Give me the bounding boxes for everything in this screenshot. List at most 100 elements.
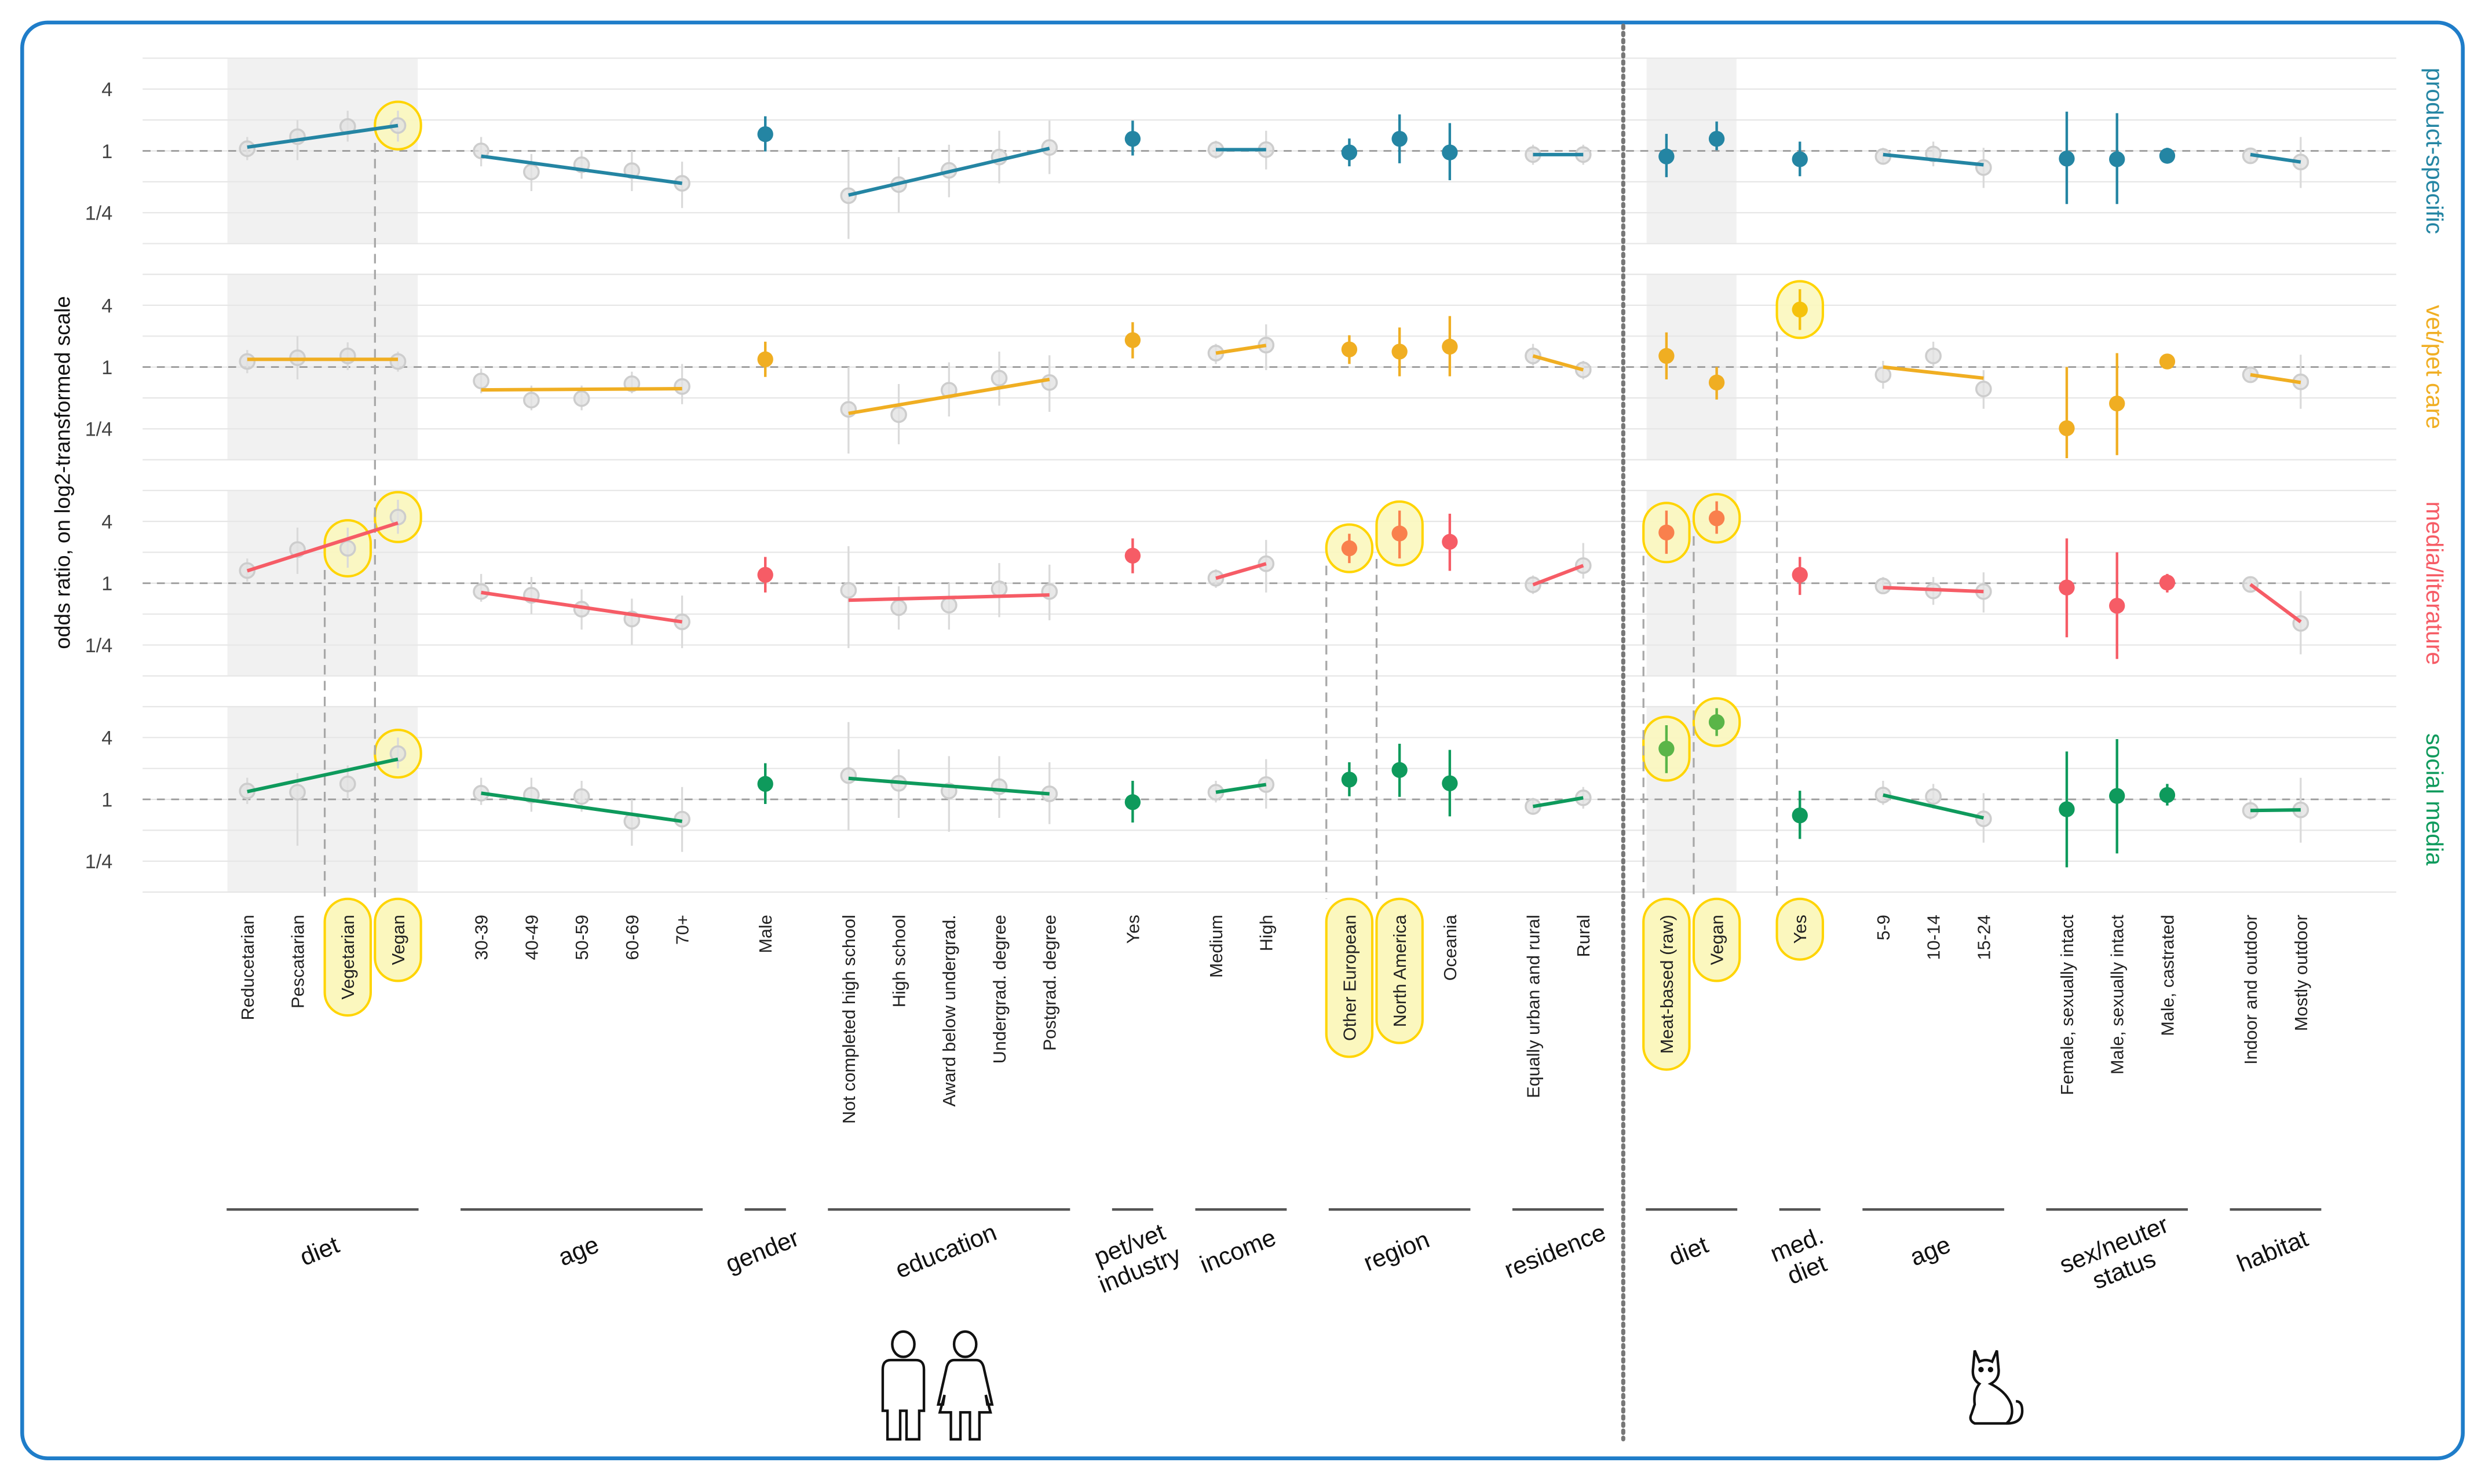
data-point — [2159, 787, 2176, 803]
trend-line — [848, 147, 1050, 197]
data-point-insignificant — [473, 142, 490, 159]
x-tick-label: 50-59 — [572, 915, 592, 960]
x-tick-label: 60-69 — [623, 915, 642, 960]
data-point-insignificant — [523, 163, 540, 181]
x-tick-label: Meat-based (raw) — [1657, 915, 1677, 1054]
y-tick-label: 1 — [101, 141, 112, 163]
trend-line — [848, 378, 1050, 415]
data-point-insignificant — [389, 353, 407, 370]
data-point-insignificant — [991, 580, 1008, 597]
trend-line — [2250, 373, 2301, 385]
highlight-layer — [323, 100, 1824, 1071]
data-point — [1442, 775, 1458, 791]
data-point-insignificant — [523, 392, 540, 409]
y-tick-label: 1 — [101, 357, 112, 379]
data-point — [1341, 341, 1358, 357]
data-point — [2109, 395, 2125, 412]
highlight-label-marker — [1775, 897, 1824, 961]
data-point-insignificant — [940, 597, 958, 614]
data-point — [2109, 788, 2125, 804]
data-point — [2059, 801, 2075, 817]
x-tick-label: Medium — [1207, 915, 1226, 978]
x-tick-label: Male — [756, 915, 776, 953]
trend-line — [2250, 152, 2301, 164]
panel-label: social media — [2421, 733, 2448, 865]
data-point-insignificant — [1975, 810, 1992, 828]
y-tick-label: 4 — [101, 728, 112, 750]
trend-line — [1532, 564, 1584, 587]
data-point — [1124, 547, 1141, 564]
data-point — [2109, 598, 2125, 614]
data-point-insignificant — [289, 784, 306, 801]
highlight-label-marker — [1375, 897, 1424, 1044]
trend-line — [1532, 354, 1584, 372]
x-tick-label: 70+ — [673, 915, 693, 945]
x-tick-label: Award below undergrad. — [940, 915, 959, 1106]
panel-label: product-specific — [2421, 68, 2448, 234]
data-point — [1708, 130, 1725, 147]
data-point — [2059, 420, 2075, 436]
data-point — [1391, 762, 1408, 778]
x-tick-label: 10-14 — [1924, 915, 1944, 960]
x-tick-label: Vegan — [1708, 915, 1727, 965]
data-point — [1792, 301, 1808, 318]
data-point — [2159, 148, 2176, 164]
data-point-insignificant — [1258, 555, 1275, 572]
data-point — [1124, 130, 1141, 147]
trend-line — [247, 123, 399, 149]
x-tick-label: Reducetarian — [238, 915, 258, 1020]
data-point-insignificant — [840, 187, 857, 204]
data-point — [1792, 566, 1808, 583]
data-point-insignificant — [389, 509, 407, 526]
data-point — [1792, 807, 1808, 824]
data-point-insignificant — [573, 390, 590, 407]
trend-line — [1883, 793, 1985, 820]
y-tick-label: 4 — [101, 295, 112, 317]
data-point — [757, 351, 773, 368]
data-point-insignificant — [239, 353, 256, 370]
data-point-insignificant — [1975, 381, 1992, 397]
x-tick-label: High school — [890, 915, 909, 1007]
cat-icon — [1969, 1350, 2024, 1425]
highlight-label-marker — [1325, 897, 1374, 1058]
trend-line — [1215, 783, 1267, 794]
data-point — [2059, 579, 2075, 596]
y-tick-label: 4 — [101, 79, 112, 101]
x-tick-label: North America — [1390, 914, 1410, 1027]
x-tick-label: Vegetarian — [338, 915, 358, 999]
data-point-insignificant — [339, 540, 356, 557]
data-point — [1124, 794, 1141, 810]
data-point-insignificant — [840, 401, 857, 418]
data-point — [1124, 332, 1141, 348]
data-point-insignificant — [473, 583, 490, 600]
data-point — [2159, 353, 2176, 370]
trend-line — [1883, 152, 1984, 167]
data-point-insignificant — [1041, 139, 1058, 156]
y-tick-label: 1/4 — [85, 851, 113, 873]
highlight-label-marker — [1692, 897, 1741, 982]
data-point — [1792, 151, 1808, 167]
x-tick-label: Vegan — [389, 915, 408, 965]
x-tick-label: Yes — [1790, 915, 1810, 944]
data-point-insignificant — [1925, 348, 1942, 364]
data-point-insignificant — [840, 582, 857, 599]
trend-line — [481, 387, 682, 392]
data-point — [1658, 348, 1675, 364]
x-tick-label: Yes — [1123, 915, 1143, 944]
data-point — [757, 126, 773, 142]
panel-label: vet/pet care — [2421, 305, 2448, 429]
data-point — [1658, 148, 1675, 165]
x-tick-label: Male, sexually intact — [2108, 915, 2128, 1074]
people-icon — [881, 1330, 994, 1441]
data-point — [1708, 374, 1725, 391]
highlight-label-marker — [323, 897, 372, 1017]
data-point — [1708, 510, 1725, 527]
data-point-insignificant — [890, 406, 907, 423]
trend-line — [247, 757, 399, 794]
data-point-insignificant — [1925, 788, 1942, 805]
trend-line — [481, 154, 682, 185]
data-point-insignificant — [991, 370, 1008, 387]
trend-line — [1215, 343, 1267, 355]
data-point-insignificant — [473, 372, 490, 390]
